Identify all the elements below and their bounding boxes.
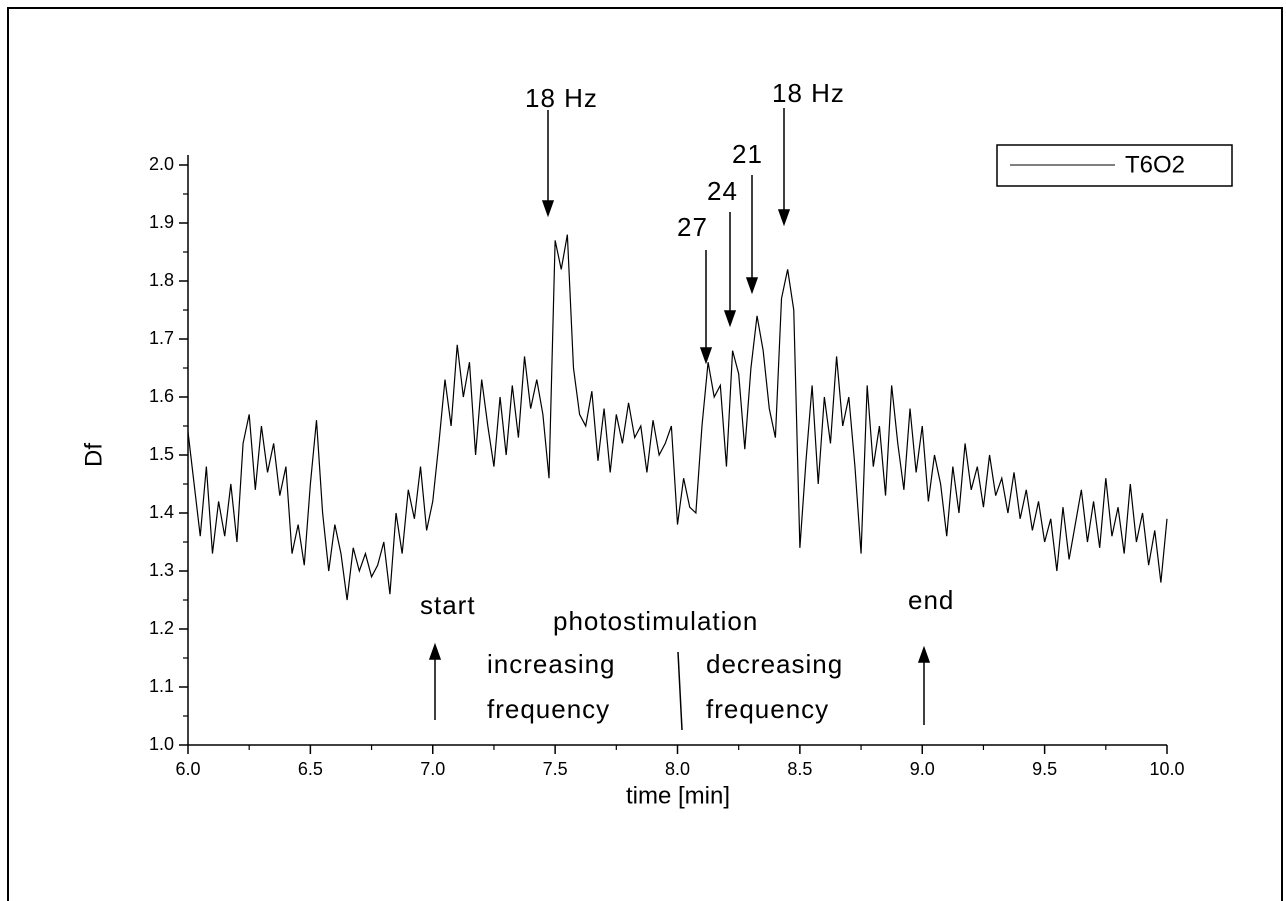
- x-axis-label: time [min]: [626, 782, 730, 809]
- legend-label: T6O2: [1125, 151, 1185, 178]
- x-tick-label: 8.0: [665, 759, 690, 779]
- frame: [7, 7, 1283, 901]
- annotation: 21: [732, 139, 763, 169]
- y-tick-label: 1.5: [149, 444, 174, 464]
- y-tick-label: 1.7: [149, 328, 174, 348]
- annotation: 18 Hz: [772, 78, 845, 108]
- y-tick-label: 1.1: [149, 676, 174, 696]
- data-line: [187, 234, 1168, 601]
- y-tick-label: 2.0: [149, 154, 174, 174]
- annotation: decreasing frequency: [706, 649, 844, 724]
- y-tick-label: 1.8: [149, 270, 174, 290]
- y-axis-label: Df: [80, 443, 107, 467]
- x-tick-label: 10.0: [1149, 759, 1184, 779]
- y-tick-label: 1.3: [149, 560, 174, 580]
- y-tick-label: 1.6: [149, 386, 174, 406]
- annotation: 24: [707, 176, 738, 206]
- x-tick-label: 6.5: [298, 759, 323, 779]
- annotation: end: [908, 585, 955, 615]
- x-tick-label: 9.5: [1032, 759, 1057, 779]
- arrows: [428, 108, 931, 731]
- annotation: start: [420, 590, 476, 620]
- x-tick-label: 8.5: [787, 759, 812, 779]
- annotation: 18 Hz: [525, 83, 598, 113]
- y-tick-label: 1.0: [149, 734, 174, 754]
- annotation: 27: [677, 212, 708, 242]
- x-tick-label: 7.0: [420, 759, 445, 779]
- annotation: photostimulation: [553, 606, 759, 636]
- x-tick-label: 6.0: [175, 759, 200, 779]
- y-tick-label: 1.4: [149, 502, 174, 522]
- x-tick-label: 9.0: [910, 759, 935, 779]
- x-tick-label: 7.5: [543, 759, 568, 779]
- annotation: increasing frequency: [487, 649, 616, 724]
- y-tick-label: 1.2: [149, 618, 174, 638]
- y-tick-label: 1.9: [149, 212, 174, 232]
